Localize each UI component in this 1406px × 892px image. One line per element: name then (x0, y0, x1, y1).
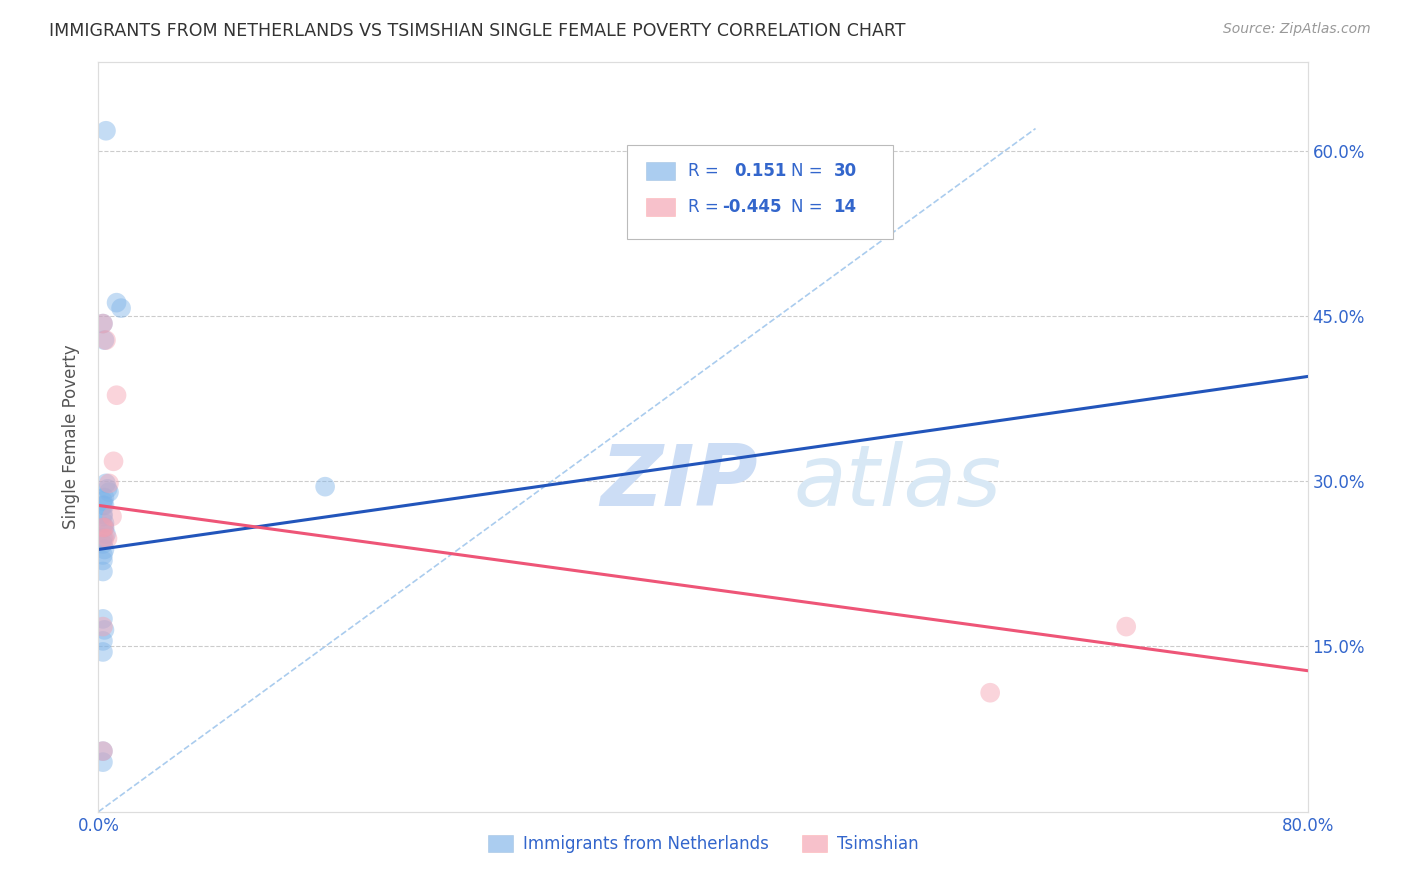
Point (91, 532, 114, 546)
Point (93, 516, 115, 530)
Point (94, 333, 117, 347)
Point (91, 565, 114, 579)
Text: -0.445: -0.445 (723, 198, 782, 216)
Y-axis label: Single Female Poverty: Single Female Poverty (62, 345, 80, 529)
Point (91, 520, 114, 534)
FancyBboxPatch shape (647, 162, 675, 180)
Point (91, 553, 114, 567)
Point (91, 317, 114, 331)
Point (91, 537, 114, 551)
Point (91, 744, 114, 758)
Text: N =: N = (792, 162, 828, 180)
Point (110, 301, 132, 315)
Point (94, 124, 117, 138)
Point (91, 755, 114, 769)
Point (93, 333, 115, 347)
Point (94, 476, 117, 491)
FancyBboxPatch shape (647, 198, 675, 216)
Point (93, 542, 115, 557)
Point (91, 612, 114, 626)
Point (91, 499, 114, 513)
Text: N =: N = (792, 198, 828, 216)
Text: Source: ZipAtlas.com: Source: ZipAtlas.com (1223, 22, 1371, 37)
Text: 14: 14 (834, 198, 856, 216)
Legend: Immigrants from Netherlands, Tsimshian: Immigrants from Netherlands, Tsimshian (481, 828, 925, 860)
Text: R =: R = (689, 162, 724, 180)
Point (91, 634, 114, 648)
Point (91, 548, 114, 562)
Point (93, 520, 115, 534)
Point (91, 317, 114, 331)
Point (96, 532, 118, 546)
Point (98, 485, 121, 500)
Point (93, 491, 115, 505)
Point (979, 686, 1001, 700)
Text: R =: R = (689, 198, 724, 216)
Point (93, 623, 115, 637)
Point (91, 744, 114, 758)
Point (93, 520, 115, 534)
Text: 30: 30 (834, 162, 856, 180)
Point (93, 499, 115, 513)
Text: 0.151: 0.151 (734, 162, 787, 180)
Point (103, 454, 125, 468)
Point (94, 527, 117, 541)
Point (96, 482, 118, 496)
Point (105, 295, 128, 310)
Point (1115, 619, 1137, 633)
FancyBboxPatch shape (627, 145, 893, 238)
Point (91, 494, 114, 508)
Point (98, 476, 121, 491)
Point (91, 619, 114, 633)
Text: atlas: atlas (793, 441, 1001, 524)
Point (105, 388, 128, 402)
Text: ZIP: ZIP (600, 441, 758, 524)
Text: IMMIGRANTS FROM NETHERLANDS VS TSIMSHIAN SINGLE FEMALE POVERTY CORRELATION CHART: IMMIGRANTS FROM NETHERLANDS VS TSIMSHIAN… (49, 22, 905, 40)
Point (91, 507, 114, 521)
Point (101, 509, 124, 524)
Point (91, 645, 114, 659)
Point (91, 509, 114, 524)
Point (314, 480, 336, 494)
Point (93, 532, 115, 546)
